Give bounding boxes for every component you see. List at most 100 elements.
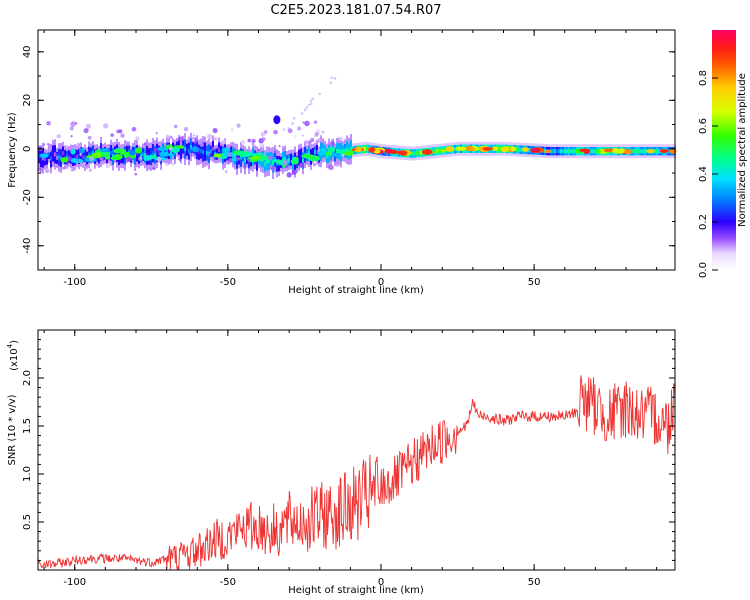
heat-speck xyxy=(69,126,74,131)
heat-core-cell xyxy=(516,147,518,152)
heat-blob xyxy=(78,147,85,154)
heat-core-cell xyxy=(636,149,638,154)
heat-core-cell xyxy=(364,146,366,151)
heat-speck xyxy=(206,133,213,140)
heat-blob xyxy=(110,156,122,161)
heat-speck xyxy=(304,120,310,127)
heat-blob xyxy=(492,146,498,151)
heat-core-cell xyxy=(156,150,158,155)
heat-core-cell xyxy=(122,154,124,159)
heat-core-cell xyxy=(498,146,500,151)
heat-speck xyxy=(77,159,80,162)
heat-blob xyxy=(221,147,231,153)
heat-blob xyxy=(99,148,110,153)
heat-speck xyxy=(46,120,51,126)
heat-core-cell xyxy=(68,154,70,159)
heat-speck xyxy=(303,108,307,112)
heat-core-cell xyxy=(184,147,186,152)
heat-core-cell xyxy=(312,151,314,156)
heat-speck xyxy=(79,153,82,156)
heat-speck xyxy=(341,153,345,157)
heat-speck xyxy=(294,169,298,173)
heat-speck xyxy=(300,112,304,115)
heat-speck xyxy=(298,162,304,168)
heat-speck xyxy=(220,139,226,144)
heat-core-cell xyxy=(206,151,208,156)
heat-core-cell xyxy=(344,148,346,153)
heat-core-cell xyxy=(58,155,60,160)
heat-core-cell xyxy=(350,147,352,152)
heat-core-cell xyxy=(92,150,94,155)
heat-core-cell xyxy=(74,155,76,160)
heat-core-cell xyxy=(62,151,64,156)
heat-speck xyxy=(301,134,304,137)
heat-blob xyxy=(522,147,529,152)
heat-speck xyxy=(224,170,228,173)
snr-y-axis-label: SNR (10 * v/v) xyxy=(7,394,18,465)
colorbar-tick-label: 0.6 xyxy=(698,118,709,134)
heat-core-cell xyxy=(190,144,192,149)
heat-speck xyxy=(251,138,256,144)
heat-blob xyxy=(292,156,299,163)
heat-core-cell xyxy=(644,149,646,154)
heat-core-cell xyxy=(234,154,236,159)
x-tick-label: -50 xyxy=(220,577,236,588)
heat-blob xyxy=(301,154,315,159)
heat-blob xyxy=(544,149,552,154)
heat-core-cell xyxy=(158,150,160,155)
colorbar-label: Normalized spectral amplitude xyxy=(737,73,748,227)
heat-core-cell xyxy=(554,149,556,154)
heat-speck xyxy=(177,136,184,142)
snr-multiplier-base: (x10 xyxy=(9,348,20,371)
heat-core-cell xyxy=(314,150,316,155)
heat-speck xyxy=(116,129,120,134)
heat-speck xyxy=(199,142,204,147)
heat-core-cell xyxy=(140,154,142,159)
heat-core-cell xyxy=(520,147,522,152)
figure-title: C2E5.2023.181.07.54.R07 xyxy=(270,3,441,18)
spectrogram-y-axis-label: Frequency (Hz) xyxy=(7,112,18,188)
heat-speck xyxy=(87,135,92,140)
heat-core-cell xyxy=(570,149,572,154)
heat-speck xyxy=(226,144,232,149)
heat-speck xyxy=(135,136,140,141)
heat-blob xyxy=(646,149,655,154)
heat-blob xyxy=(213,153,222,158)
heat-speck xyxy=(67,146,73,151)
heat-speck xyxy=(153,147,158,153)
heat-speck xyxy=(297,126,301,131)
heat-core-cell xyxy=(288,158,290,163)
heat-core-cell xyxy=(590,149,592,154)
heat-core-cell xyxy=(56,155,58,160)
heat-core-cell xyxy=(564,149,566,154)
colorbar-tick-label: 0.0 xyxy=(698,262,709,278)
heat-speck xyxy=(282,128,286,131)
heat-blob xyxy=(104,155,111,160)
heat-core-cell xyxy=(138,154,140,159)
y-tick-label: 20 xyxy=(22,94,33,107)
heat-blob xyxy=(39,153,49,158)
heat-core-cell xyxy=(338,149,340,154)
heat-core-cell xyxy=(640,149,642,154)
heat-core-cell xyxy=(340,150,342,155)
x-tick-label: 0 xyxy=(378,577,384,588)
heat-speck xyxy=(308,140,312,145)
heat-blob xyxy=(343,151,355,156)
heat-core-cell xyxy=(260,157,262,162)
heat-core-cell xyxy=(658,149,660,154)
heat-speck xyxy=(103,123,109,129)
colorbar-tick-label: 0.8 xyxy=(698,70,709,86)
heat-speck xyxy=(310,137,315,143)
heat-core-cell xyxy=(84,155,86,160)
heat-speck xyxy=(43,143,46,146)
heat-blob xyxy=(396,150,408,155)
heat-speck xyxy=(275,171,279,175)
heat-core-cell xyxy=(82,155,84,160)
heat-speck xyxy=(183,126,189,132)
heat-core-cell xyxy=(414,151,416,156)
heat-speck xyxy=(312,163,317,167)
heat-speck xyxy=(309,102,313,106)
heat-core-cell xyxy=(562,149,564,154)
heat-speck xyxy=(247,138,252,143)
